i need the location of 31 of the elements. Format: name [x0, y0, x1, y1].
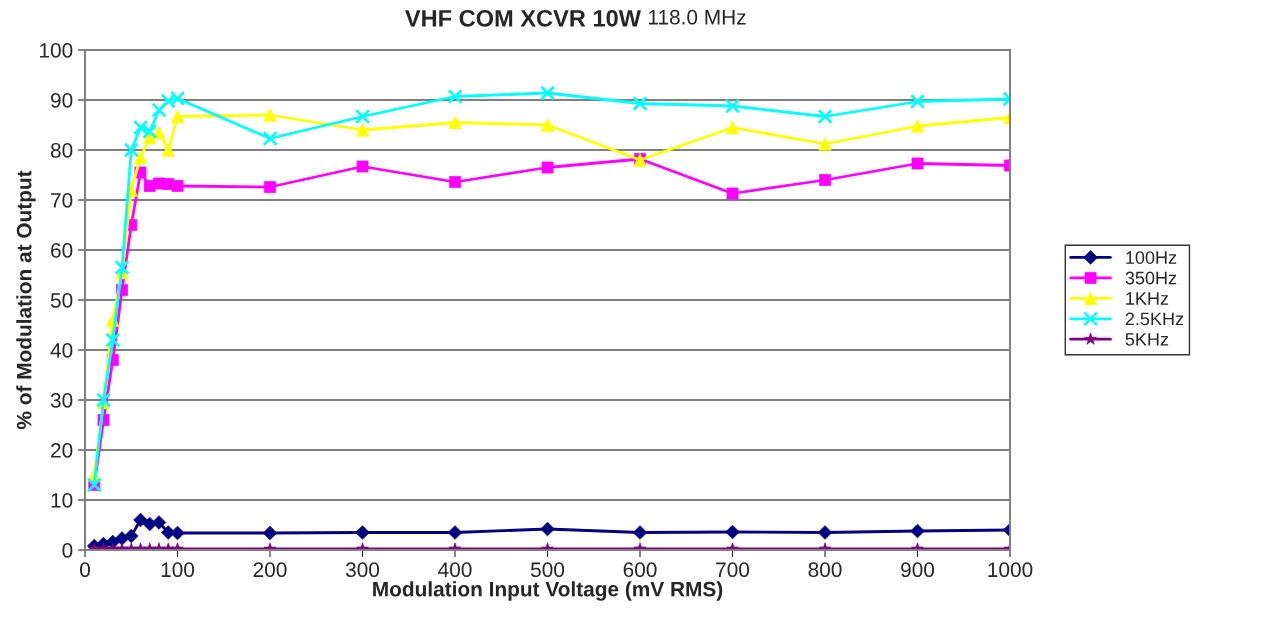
- y-tick-label: 50: [50, 293, 73, 308]
- y-tick-label: 90: [51, 93, 73, 108]
- x-tick-label: 200: [253, 562, 287, 578]
- y-tick-label: 60: [51, 243, 73, 258]
- chart-title: VHF COM XCVR 10W: [405, 9, 641, 27]
- y-tick-label: 70: [51, 193, 73, 208]
- x-tick-label: 400: [438, 562, 472, 578]
- x-tick-label: 800: [808, 562, 842, 578]
- x-tick-label: 300: [345, 562, 380, 578]
- y-tick-label: 80: [50, 143, 73, 158]
- x-tick-label: 600: [623, 562, 657, 578]
- y-tick-label: 10: [51, 493, 73, 508]
- y-tick-label: 40: [50, 343, 73, 358]
- legend-label: 2.5KHz: [1125, 312, 1184, 326]
- legend-label: 1KHz: [1126, 292, 1169, 305]
- x-axis-title: Modulation Input Voltage (mV RMS): [373, 581, 723, 601]
- y-tick-label: 0: [62, 543, 73, 558]
- y-tick-label: 20: [51, 443, 73, 458]
- x-tick-label: 1000: [988, 562, 1033, 578]
- legend-label: 350Hz: [1125, 271, 1177, 285]
- y-tick-label: 30: [50, 393, 73, 408]
- x-tick-label: 0: [80, 562, 90, 578]
- chart-subtitle: 118.0 MHz: [649, 9, 746, 25]
- legend-label: 5KHz: [1125, 333, 1169, 346]
- y-axis-title: % of Modulation at Output: [16, 170, 36, 430]
- x-tick-label: 500: [530, 562, 565, 578]
- y-tick-label: 100: [40, 43, 73, 58]
- x-tick-label: 900: [901, 562, 935, 578]
- x-tick-label: 100: [161, 562, 195, 578]
- legend-label: 100Hz: [1126, 251, 1177, 264]
- x-tick-label: 700: [716, 562, 750, 578]
